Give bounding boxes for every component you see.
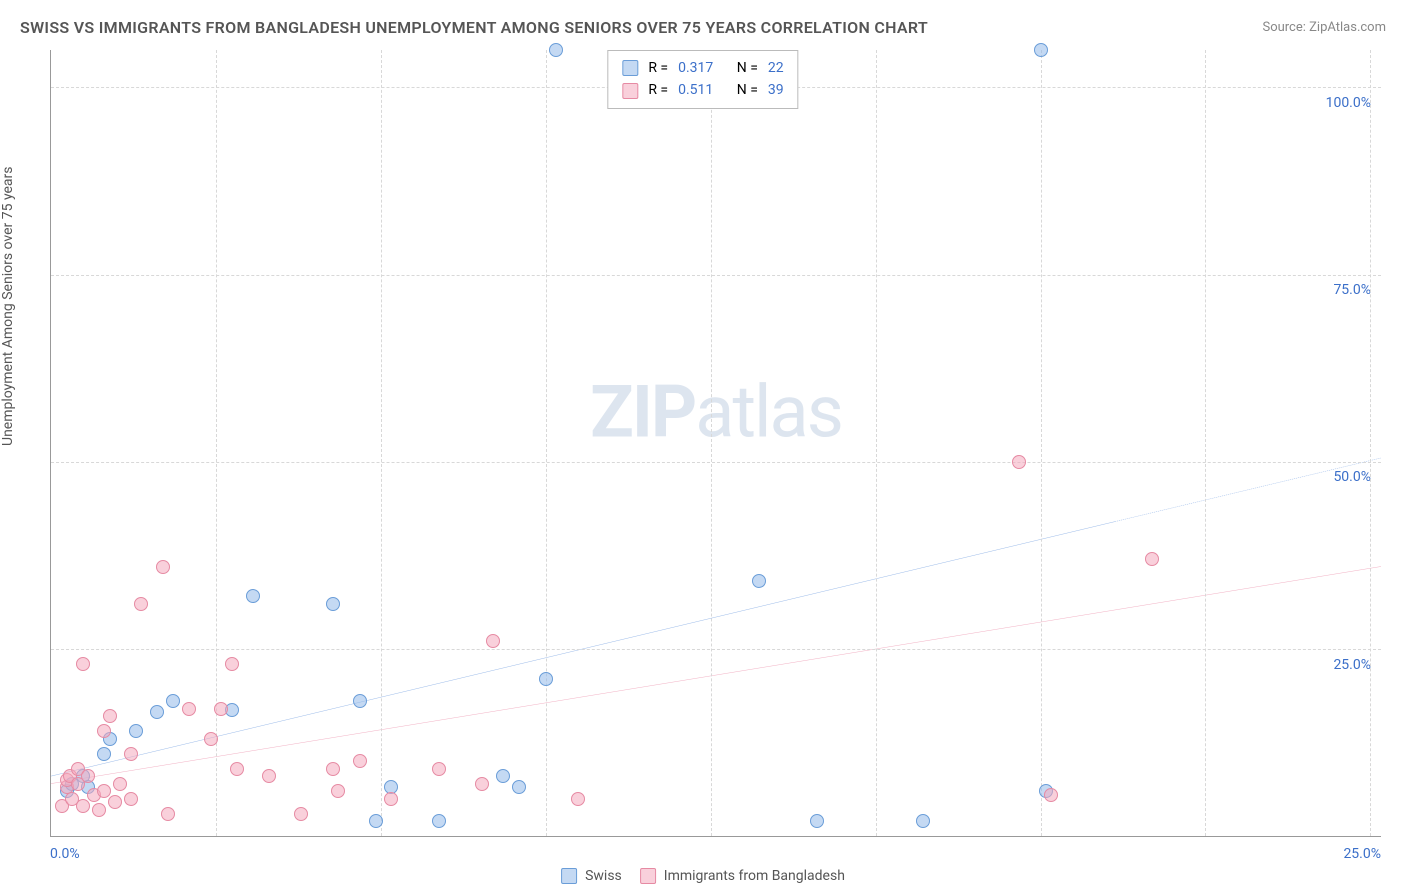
scatter-point-bangladesh (294, 807, 308, 821)
scatter-point-bangladesh (182, 702, 196, 716)
gridline-v (216, 50, 217, 836)
gridline-v (876, 50, 877, 836)
correlation-legend: R = 0.317 N = 22 R = 0.511 N = 39 (607, 50, 798, 109)
y-tick-label: 25.0% (1333, 657, 1371, 673)
scatter-point-bangladesh (475, 777, 489, 791)
n-label: N = (737, 57, 758, 79)
swatch-bangladesh (640, 868, 656, 884)
scatter-point-swiss (496, 769, 510, 783)
scatter-point-swiss (129, 724, 143, 738)
scatter-point-bangladesh (204, 732, 218, 746)
scatter-point-bangladesh (97, 724, 111, 738)
gridline-h (51, 275, 1381, 276)
scatter-point-bangladesh (124, 792, 138, 806)
x-max-label: 25.0% (1343, 846, 1381, 862)
gridline-v (546, 50, 547, 836)
scatter-point-bangladesh (384, 792, 398, 806)
scatter-point-bangladesh (230, 762, 244, 776)
scatter-point-bangladesh (326, 762, 340, 776)
scatter-point-bangladesh (214, 702, 228, 716)
swatch-swiss (561, 868, 577, 884)
scatter-point-swiss (916, 814, 930, 828)
y-tick-label: 100.0% (1326, 95, 1371, 111)
series-legend: Swiss Immigrants from Bangladesh (561, 868, 845, 884)
scatter-point-bangladesh (134, 597, 148, 611)
legend-label-bangladesh: Immigrants from Bangladesh (664, 868, 845, 884)
scatter-point-swiss (549, 43, 563, 57)
trendline-dash-swiss (1115, 458, 1381, 522)
n-label: N = (737, 79, 758, 101)
scatter-point-swiss (353, 694, 367, 708)
scatter-point-bangladesh (92, 803, 106, 817)
scatter-point-bangladesh (1145, 552, 1159, 566)
scatter-point-bangladesh (113, 777, 127, 791)
gridline-v (1041, 50, 1042, 836)
gridline-v (711, 50, 712, 836)
y-tick-label: 75.0% (1333, 282, 1371, 298)
y-tick-label: 50.0% (1333, 469, 1371, 485)
y-axis-label: Unemployment Among Seniors over 75 years (0, 167, 16, 447)
scatter-point-bangladesh (124, 747, 138, 761)
scatter-point-bangladesh (432, 762, 446, 776)
scatter-point-swiss (246, 589, 260, 603)
scatter-point-bangladesh (331, 784, 345, 798)
scatter-point-swiss (752, 574, 766, 588)
scatter-point-swiss (1034, 43, 1048, 57)
scatter-point-bangladesh (156, 560, 170, 574)
scatter-point-bangladesh (225, 657, 239, 671)
legend-row-swiss: R = 0.317 N = 22 (622, 57, 783, 79)
r-value-swiss: 0.317 (678, 57, 713, 79)
watermark-zip: ZIP (590, 369, 695, 454)
n-value-bangladesh: 39 (768, 79, 784, 101)
scatter-point-swiss (150, 705, 164, 719)
x-origin-label: 0.0% (50, 846, 80, 862)
scatter-point-swiss (539, 672, 553, 686)
scatter-point-bangladesh (108, 795, 122, 809)
scatter-point-bangladesh (486, 634, 500, 648)
gridline-h (51, 649, 1381, 650)
r-value-bangladesh: 0.511 (678, 79, 713, 101)
scatter-point-swiss (512, 780, 526, 794)
scatter-point-bangladesh (81, 769, 95, 783)
scatter-point-bangladesh (103, 709, 117, 723)
r-label: R = (648, 57, 668, 79)
gridline-v (381, 50, 382, 836)
scatter-point-bangladesh (262, 769, 276, 783)
trend-lines (51, 50, 1381, 836)
scatter-point-swiss (97, 747, 111, 761)
legend-item-bangladesh: Immigrants from Bangladesh (640, 868, 845, 884)
watermark-atlas: atlas (695, 369, 842, 454)
n-value-swiss: 22 (768, 57, 784, 79)
legend-item-swiss: Swiss (561, 868, 622, 884)
gridline-h (51, 462, 1381, 463)
scatter-point-bangladesh (97, 784, 111, 798)
gridline-v (1370, 50, 1371, 836)
watermark: ZIPatlas (590, 369, 842, 454)
scatter-point-bangladesh (161, 807, 175, 821)
swatch-swiss (622, 60, 638, 76)
scatter-point-bangladesh (1044, 788, 1058, 802)
scatter-point-bangladesh (571, 792, 585, 806)
scatter-point-swiss (326, 597, 340, 611)
scatter-point-swiss (166, 694, 180, 708)
scatter-point-swiss (369, 814, 383, 828)
scatter-point-bangladesh (76, 657, 90, 671)
legend-label-swiss: Swiss (585, 868, 622, 884)
source-label: Source: ZipAtlas.com (1262, 20, 1386, 35)
scatter-point-bangladesh (353, 754, 367, 768)
plot-area: ZIPatlas 25.0% 50.0% 75.0% 100.0% (50, 50, 1381, 837)
scatter-point-swiss (432, 814, 446, 828)
r-label: R = (648, 79, 668, 101)
swatch-bangladesh (622, 83, 638, 99)
scatter-point-bangladesh (76, 799, 90, 813)
scatter-point-swiss (810, 814, 824, 828)
legend-row-bangladesh: R = 0.511 N = 39 (622, 79, 783, 101)
gridline-v (1205, 50, 1206, 836)
chart-title: SWISS VS IMMIGRANTS FROM BANGLADESH UNEM… (20, 18, 928, 37)
scatter-point-bangladesh (1012, 455, 1026, 469)
